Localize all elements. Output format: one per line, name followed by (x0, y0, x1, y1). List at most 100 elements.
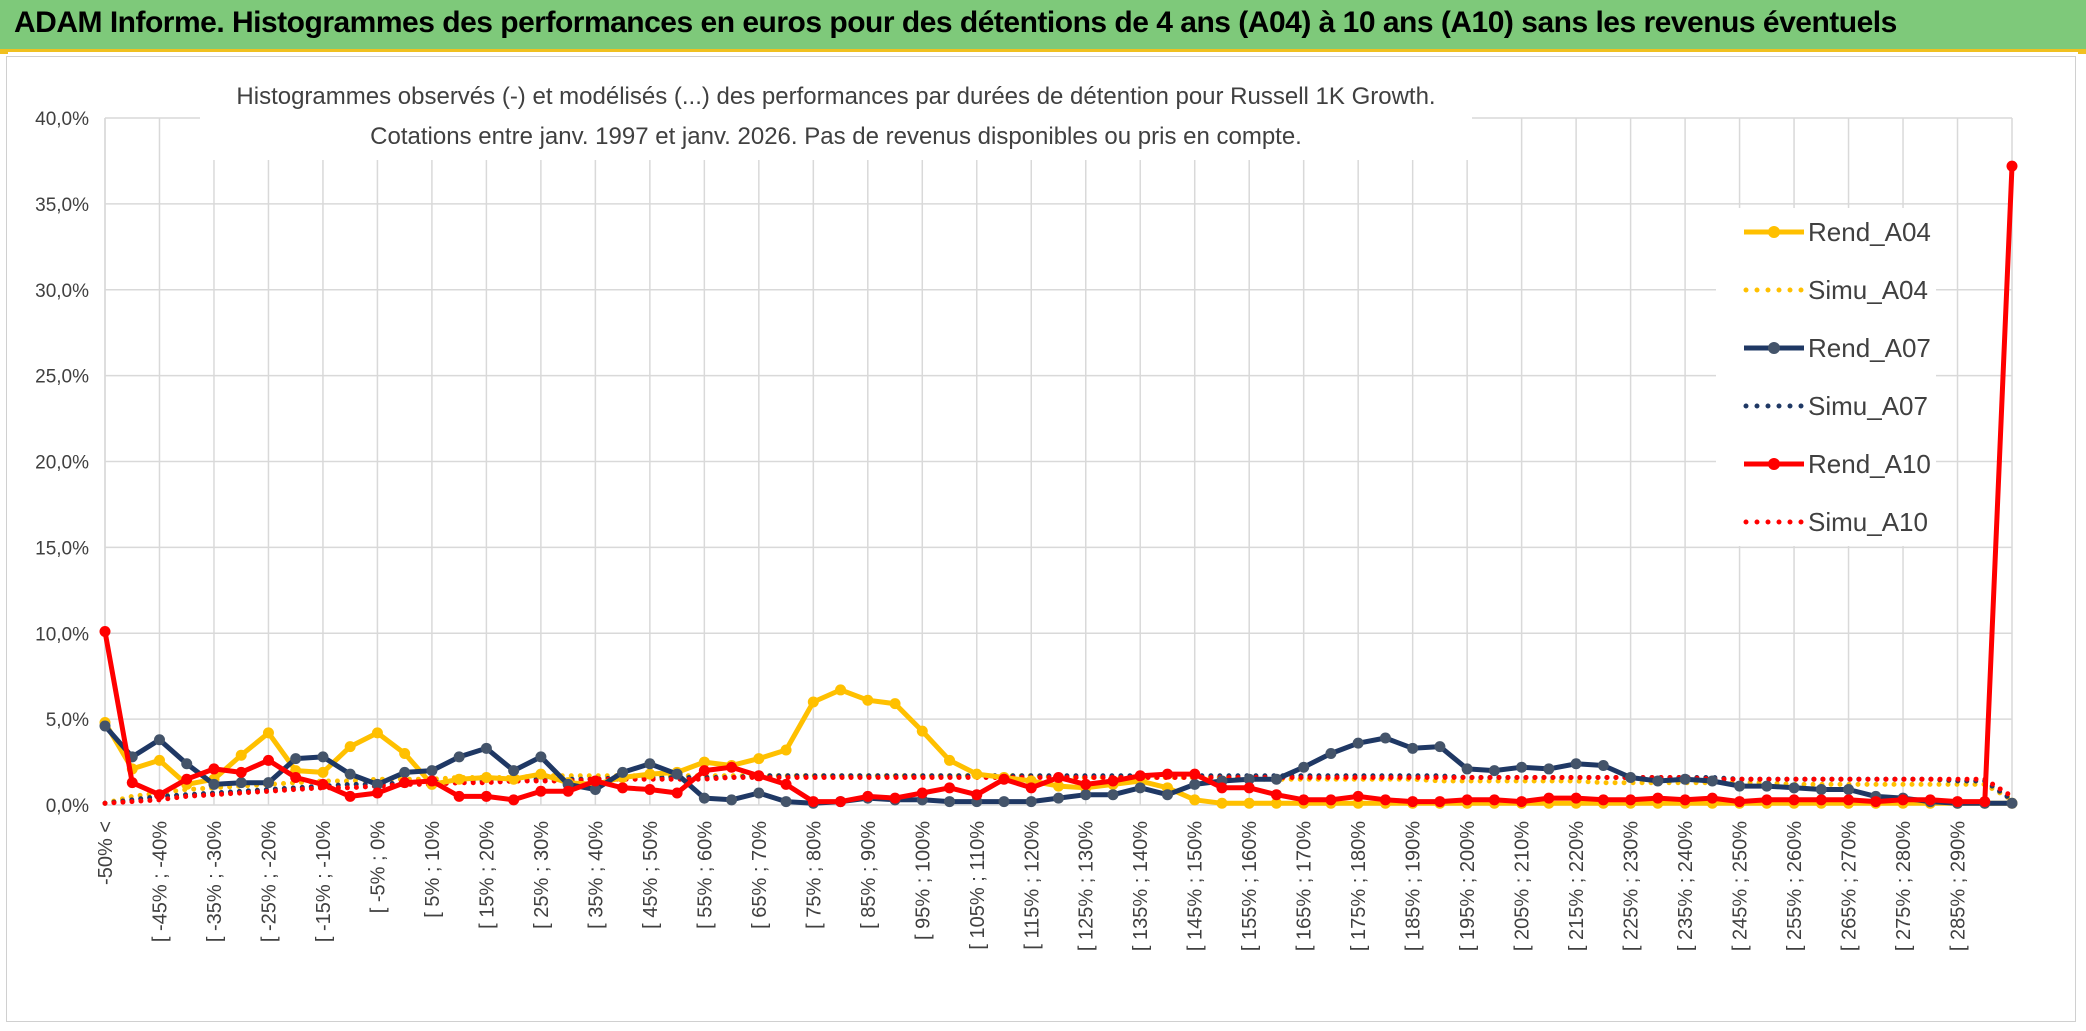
data-point (1597, 794, 1609, 806)
data-point (1352, 790, 1364, 802)
data-point (780, 744, 792, 756)
x-tick-label: [ 235% ; 240% (1675, 821, 1697, 951)
data-point (1979, 796, 1991, 808)
x-tick-label: [ 5% ; 10% (422, 821, 444, 918)
data-point (1298, 794, 1310, 806)
data-point (1597, 759, 1609, 771)
data-point (1516, 796, 1528, 808)
chart-grid (104, 117, 2013, 806)
legend-label: Rend_A04 (1808, 217, 1931, 247)
y-tick-label: 0,0% (46, 796, 89, 817)
data-point (1706, 775, 1718, 787)
data-point (1407, 796, 1419, 808)
data-point (1379, 732, 1391, 744)
subtitle-background (200, 76, 1472, 160)
legend-item-Simu_A10: Simu_A10 (1743, 507, 1928, 537)
y-axis-ticks: 0,0% 5,0% 10,0% 15,0% 20,0% 25,0% 30,0% 35,0% 40… (35, 109, 89, 817)
data-point (399, 747, 411, 759)
data-point (998, 773, 1010, 785)
x-tick-label: [ 285% ; 290% (1948, 821, 1970, 951)
data-point (99, 626, 111, 638)
data-point (589, 775, 601, 787)
x-tick-label: [ 245% ; 250% (1730, 821, 1752, 951)
data-point (971, 768, 983, 780)
data-point (1189, 778, 1201, 790)
chart-title: Histogrammes observés (-) et modélisés (… (236, 83, 1435, 110)
data-point (1161, 768, 1173, 780)
data-point (1270, 797, 1282, 809)
x-tick-label: [ -45% ; -40% (149, 821, 171, 942)
data-point (1461, 794, 1473, 806)
data-point (1243, 782, 1255, 794)
data-point (1788, 794, 1800, 806)
legend-item-Rend_A07: Rend_A07 (1744, 333, 1931, 363)
data-point (1679, 773, 1691, 785)
data-point (508, 765, 520, 777)
data-point (1952, 796, 1964, 808)
data-point (807, 796, 819, 808)
data-point (1025, 796, 1037, 808)
page-title: ADAM Informe. Histogrammes des performan… (14, 6, 1897, 39)
data-point (698, 756, 710, 768)
data-point (235, 749, 247, 761)
data-point (944, 782, 956, 794)
data-point (2006, 797, 2018, 809)
data-point (1025, 782, 1037, 794)
chart-frame (6, 56, 2076, 1022)
legend-marker (1768, 458, 1780, 470)
x-tick-label: [ -5% ; 0% (367, 821, 389, 913)
data-point (1216, 782, 1228, 794)
data-point (1570, 758, 1582, 770)
legend-label: Simu_A07 (1808, 391, 1928, 421)
x-tick-label: [ 275% ; 280% (1893, 821, 1915, 951)
y-tick-label: 20,0% (35, 453, 89, 474)
data-point (944, 754, 956, 766)
data-point (399, 777, 411, 789)
data-point (1270, 773, 1282, 785)
x-tick-label: [ 125% ; 130% (1076, 821, 1098, 951)
data-point (1815, 784, 1827, 796)
data-point (453, 773, 465, 785)
x-tick-label: [ 175% ; 180% (1348, 821, 1370, 951)
data-point (753, 770, 765, 782)
data-point (726, 794, 738, 806)
data-point (317, 766, 329, 778)
data-point (262, 754, 274, 766)
data-point (453, 751, 465, 763)
data-point (1298, 761, 1310, 773)
data-point (399, 766, 411, 778)
data-point (508, 794, 520, 806)
data-point (1652, 792, 1664, 804)
legend-item-Rend_A04: Rend_A04 (1744, 217, 1931, 247)
data-point (208, 763, 220, 775)
data-point (1189, 794, 1201, 806)
data-point (916, 787, 928, 799)
data-point (1625, 772, 1637, 784)
data-point (1053, 780, 1064, 792)
x-tick-label: [ 25% ; 30% (531, 821, 553, 929)
data-point (835, 684, 847, 696)
x-tick-label: [ -25% ; -20% (258, 821, 280, 942)
data-point (371, 727, 383, 739)
data-point (344, 741, 356, 753)
data-point (1570, 792, 1582, 804)
data-point (1080, 778, 1092, 790)
x-tick-label: [ 215% ; 220% (1566, 821, 1588, 951)
x-tick-label: [ 35% ; 40% (585, 821, 607, 929)
data-point (1843, 784, 1855, 796)
data-point (780, 796, 792, 808)
legend-item-Simu_A04: Simu_A04 (1743, 275, 1928, 305)
data-point (671, 787, 683, 799)
x-axis-ticks: -50% < [ -45% ; -40% [ -35% ; -30% [ -25% ;… (95, 821, 1970, 951)
data-point (644, 758, 656, 770)
x-tick-label: [ 255% ; 260% (1784, 821, 1806, 951)
x-tick-label: [ -15% ; -10% (313, 821, 335, 942)
y-tick-label: 25,0% (35, 367, 89, 388)
data-point (344, 768, 356, 780)
legend-item-Simu_A07: Simu_A07 (1743, 391, 1928, 421)
data-point (644, 784, 656, 796)
data-point (181, 758, 193, 770)
data-point (1107, 789, 1119, 801)
x-tick-label: [ 75% ; 80% (803, 821, 825, 929)
data-point (371, 787, 383, 799)
